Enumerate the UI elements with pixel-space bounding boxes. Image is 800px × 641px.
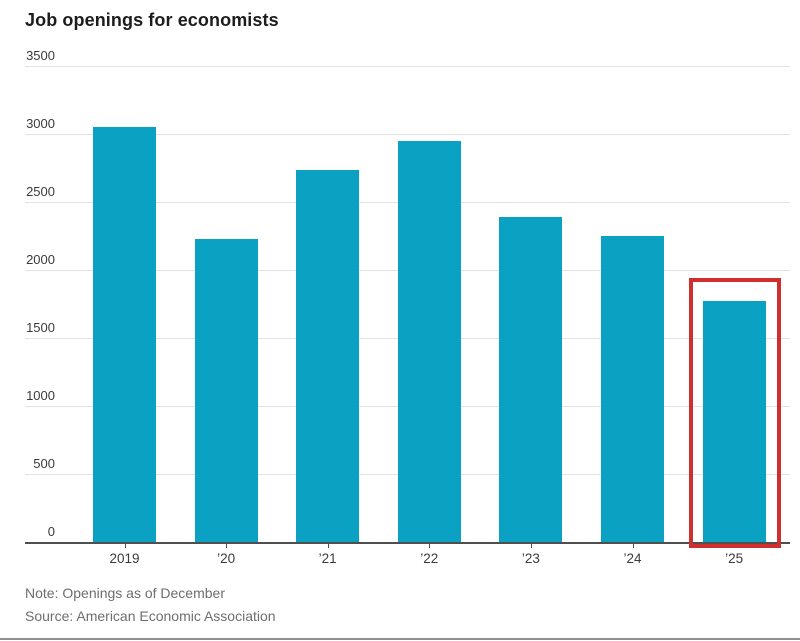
bar-2019 [93,127,156,542]
x-axis-tick-label: ’20 [217,551,236,566]
x-axis-tick [125,544,126,548]
y-axis-tick-label: 1000 [26,388,55,403]
y-axis-tick-label: 3000 [26,116,55,131]
y-axis-tick-label: 3500 [26,48,55,63]
gridline [25,66,790,67]
bar-22 [397,140,461,542]
bar-24 [601,236,664,542]
x-axis-tick [429,544,430,548]
y-axis-tick-label: 2000 [26,252,55,267]
note-text: Note: Openings as of December [25,585,225,601]
gridline [25,134,790,135]
x-axis-tick-label: 2019 [109,551,140,566]
highlight-box [688,278,781,548]
bar-20 [194,239,258,542]
bar-21 [296,170,360,542]
bar-23 [499,217,563,542]
source-text: Source: American Economic Association [25,608,276,624]
bar-25 [702,301,766,542]
x-axis-tick-label: ’24 [623,551,642,566]
x-axis-tick-label: ’21 [318,551,337,566]
y-axis-tick-label: 2500 [26,184,55,199]
chart-title: Job openings for economists [25,10,279,30]
y-axis-tick-label: 0 [47,524,55,539]
x-axis-tick-label: ’22 [420,551,439,566]
x-axis-tick [531,544,532,548]
y-axis-tick-label: 1500 [26,320,55,335]
x-axis-tick [328,544,329,548]
y-axis-tick-label: 500 [33,456,55,471]
x-axis-tick [226,544,227,548]
x-axis-line [25,542,790,544]
x-axis-tick [633,544,634,548]
bottom-divider [0,638,800,640]
x-axis-tick-label: ’23 [521,551,540,566]
x-axis-tick-label: ’25 [725,551,744,566]
